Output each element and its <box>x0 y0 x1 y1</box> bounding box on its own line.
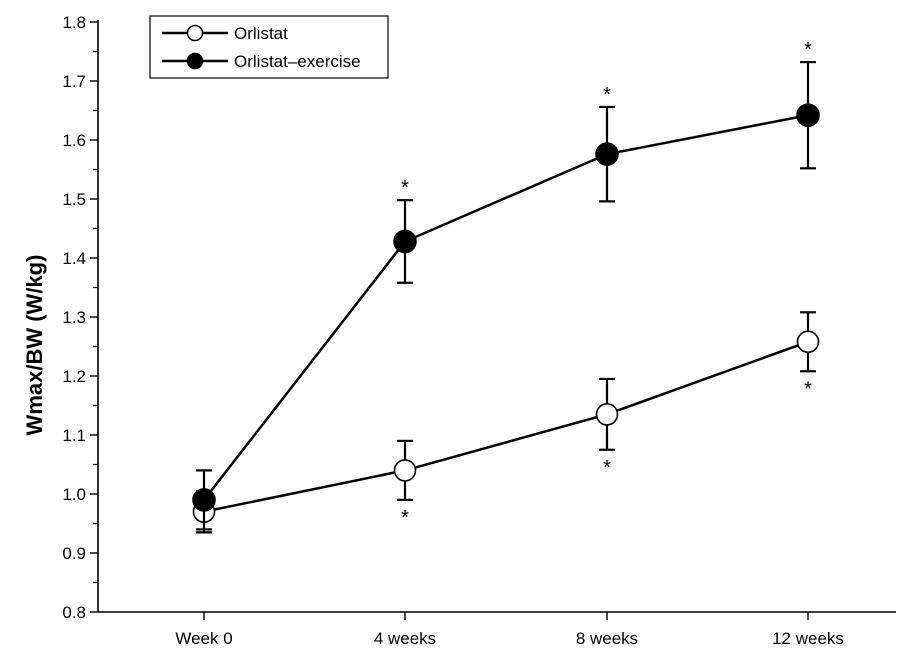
y-tick-label: 0.8 <box>62 603 86 622</box>
data-point <box>796 330 820 354</box>
series-line <box>203 340 809 513</box>
y-tick-label: 1.0 <box>62 485 86 504</box>
significance-marker: * <box>603 457 611 479</box>
data-point <box>595 142 619 166</box>
legend: Orlistat Orlistat–exercise <box>149 15 389 79</box>
legend-marker-orlistat <box>186 24 204 42</box>
x-tick-label: Week 0 <box>175 629 232 648</box>
x-tick-label: 8 weeks <box>576 629 638 648</box>
y-tick-label: 1.8 <box>62 13 86 32</box>
y-tick-label: 1.4 <box>62 249 86 268</box>
significance-marker: * <box>401 177 409 199</box>
data-point <box>393 229 417 254</box>
y-tick-label: 1.2 <box>62 367 86 386</box>
y-tick-label: 0.9 <box>62 544 86 563</box>
legend-marker-orlistat-exercise <box>186 52 204 70</box>
x-tick-label: 4 weeks <box>374 629 436 648</box>
data-point <box>393 459 417 482</box>
y-tick-label: 1.6 <box>62 131 86 150</box>
series-layer: * * * * * * <box>192 39 820 534</box>
legend-box <box>149 15 389 79</box>
x-tick-label: 12 weeks <box>772 629 844 648</box>
data-point <box>595 403 619 426</box>
significance-marker: * <box>804 378 812 400</box>
y-axis-label: Wmax/BW (W/kg) <box>22 255 47 436</box>
legend-label-orlistat-exercise: Orlistat–exercise <box>234 52 361 71</box>
significance-marker: * <box>401 507 409 529</box>
y-tick-label: 1.7 <box>62 72 86 91</box>
axes: 0.8 0.9 1.0 1.1 1.2 1.3 1.4 1.5 1.6 1.7 1.8 Week 0 4… <box>62 13 896 648</box>
series-line <box>203 113 809 501</box>
significance-marker: * <box>603 84 611 106</box>
series-orlistat-exercise: * * * <box>192 39 820 531</box>
y-tick-label: 1.5 <box>62 190 86 209</box>
significance-marker: * <box>804 39 812 61</box>
legend-label-orlistat: Orlistat <box>234 24 288 43</box>
data-point <box>796 103 820 128</box>
series-orlistat: * * * <box>192 311 820 534</box>
y-tick-label: 1.3 <box>62 308 86 327</box>
data-point <box>192 488 216 512</box>
y-tick-label: 1.1 <box>62 426 86 445</box>
